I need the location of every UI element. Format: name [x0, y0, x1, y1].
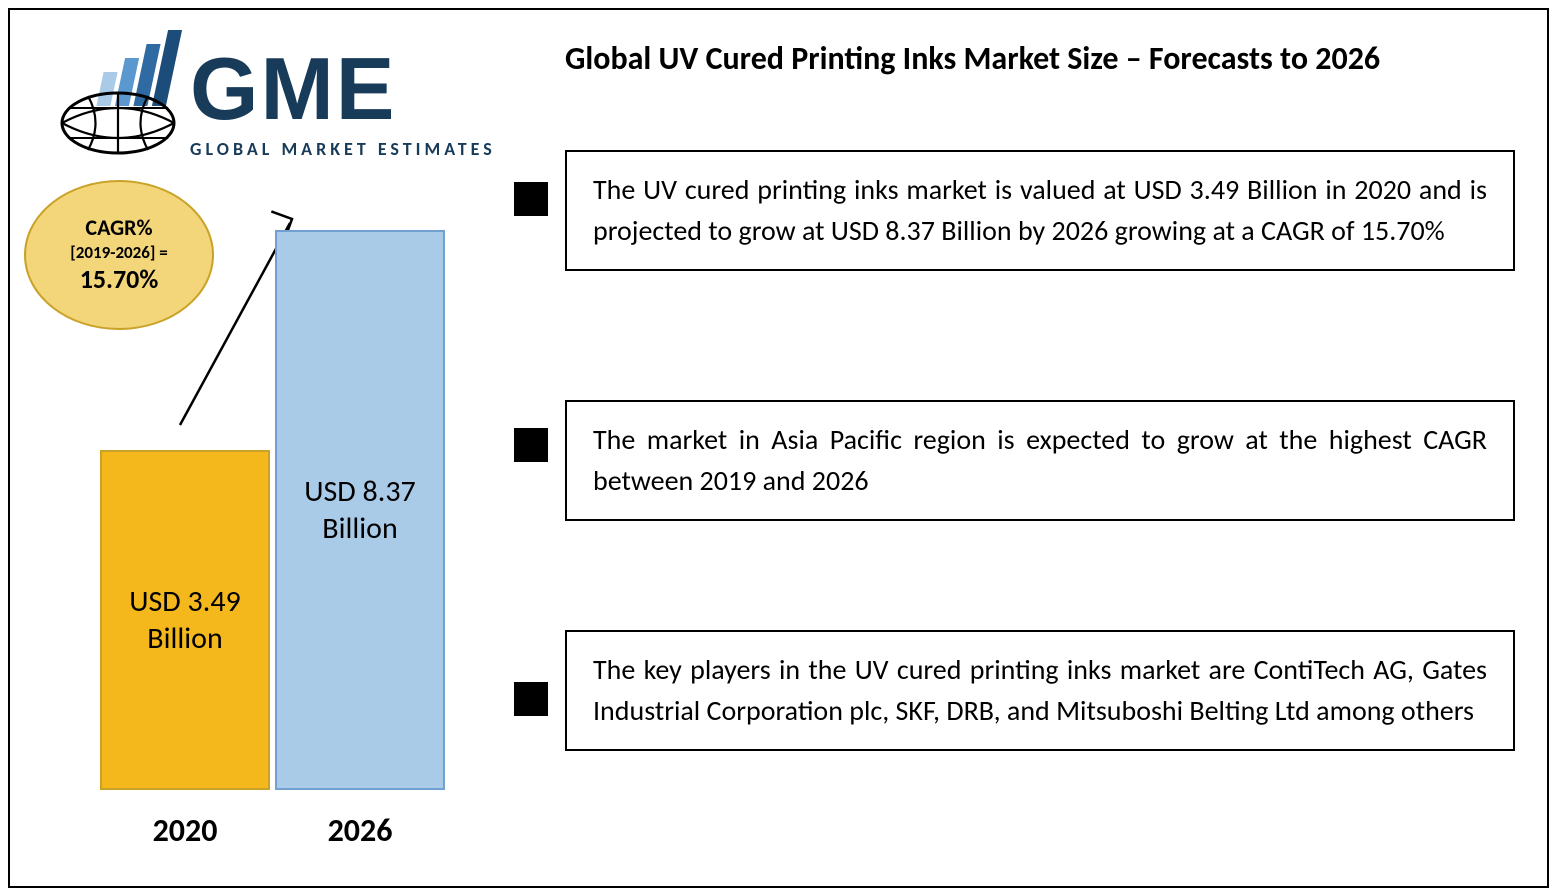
info-box-2: The market in Asia Pacific region is exp…: [565, 400, 1515, 521]
bar-2020-label: USD 3.49 Billion: [112, 583, 258, 658]
bullet-square-icon: [514, 682, 548, 716]
xlabel-2026: 2026: [275, 811, 445, 850]
logo-text: GME: [190, 38, 396, 140]
bar-2026-label: USD 8.37 Billion: [287, 473, 433, 548]
bar-2026: USD 8.37 Billion: [275, 230, 445, 790]
logo: GME GLOBAL MARKET ESTIMATES: [40, 28, 500, 168]
bullet-square-icon: [514, 428, 548, 462]
globe-icon: [58, 88, 178, 158]
info-box-3: The key players in the UV cured printing…: [565, 630, 1515, 751]
page-title: Global UV Cured Printing Inks Market Siz…: [565, 38, 1505, 80]
info-box-1: The UV cured printing inks market is val…: [565, 150, 1515, 271]
outer-frame: GME GLOBAL MARKET ESTIMATES CAGR% [2019-…: [8, 8, 1549, 888]
market-size-bar-chart: USD 3.49 Billion USD 8.37 Billion 2020 2…: [100, 210, 480, 850]
xlabel-2020: 2020: [100, 811, 270, 850]
bullet-square-icon: [514, 182, 548, 216]
bar-2020: USD 3.49 Billion: [100, 450, 270, 790]
logo-subtext: GLOBAL MARKET ESTIMATES: [190, 138, 496, 160]
